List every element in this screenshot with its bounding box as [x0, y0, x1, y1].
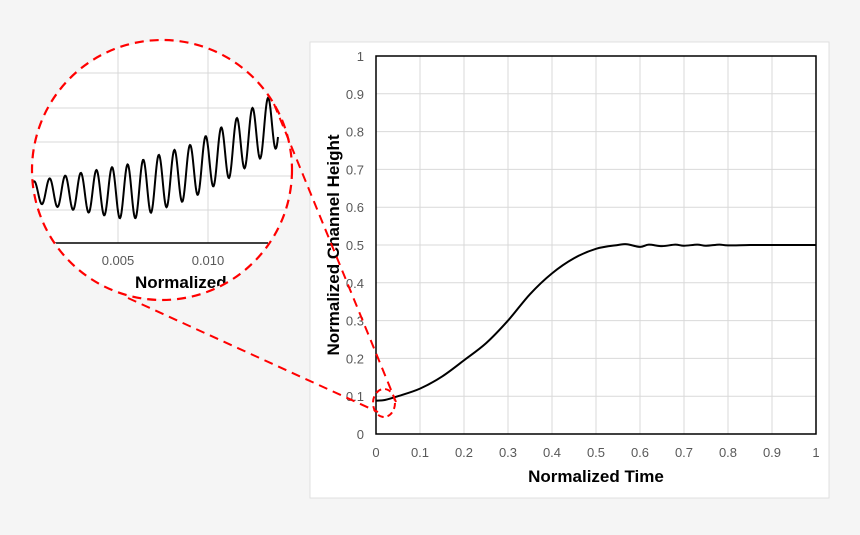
inset-series-line — [33, 96, 279, 220]
y-tick-label: 0 — [357, 427, 364, 442]
x-tick-label: 1 — [812, 445, 819, 460]
inset-zoom: 0.005 0.010 Normalized — [33, 41, 291, 299]
y-tick-label: 0.9 — [346, 87, 364, 102]
series-line — [375, 243, 816, 402]
inset-x-axis-title: Normalized — [135, 273, 227, 292]
y-axis-title: Normalized Channel Height — [324, 134, 343, 355]
y-tick-label: 0.2 — [346, 351, 364, 366]
y-tick-label: 1 — [357, 49, 364, 64]
x-tick-label: 0.3 — [499, 445, 517, 460]
x-axis-title: Normalized Time — [528, 467, 664, 486]
inset-x-tick-1: 0.010 — [192, 253, 225, 268]
y-tick-label: 0.7 — [346, 162, 364, 177]
connector-line-bottom — [127, 297, 379, 413]
x-tick-labels: 0 0.1 0.2 0.3 0.4 0.5 0.6 0.7 0.8 0.9 1 — [372, 445, 819, 460]
y-tick-label: 0.6 — [346, 200, 364, 215]
x-tick-label: 0.6 — [631, 445, 649, 460]
y-tick-labels: 0 0.1 0.2 0.3 0.4 0.5 0.6 0.7 0.8 0.9 1 — [346, 49, 364, 442]
x-tick-label: 0.4 — [543, 445, 561, 460]
x-tick-label: 0.9 — [763, 445, 781, 460]
y-tick-label: 0.3 — [346, 314, 364, 329]
x-tick-label: 0 — [372, 445, 379, 460]
inset-x-tick-0: 0.005 — [102, 253, 135, 268]
chart-panel — [309, 41, 830, 499]
x-tick-label: 0.7 — [675, 445, 693, 460]
inset-highlight-circle — [30, 38, 294, 302]
x-tick-label: 0.5 — [587, 445, 605, 460]
zoom-region-marker — [372, 388, 396, 418]
y-tick-label: 0.4 — [346, 276, 364, 291]
x-tick-label: 0.8 — [719, 445, 737, 460]
y-tick-label: 0.8 — [346, 125, 364, 140]
x-tick-label: 0.1 — [411, 445, 429, 460]
y-tick-label: 0.5 — [346, 238, 364, 253]
connector-line-top — [273, 103, 397, 403]
y-tick-label: 0.1 — [346, 389, 364, 404]
x-tick-label: 0.2 — [455, 445, 473, 460]
